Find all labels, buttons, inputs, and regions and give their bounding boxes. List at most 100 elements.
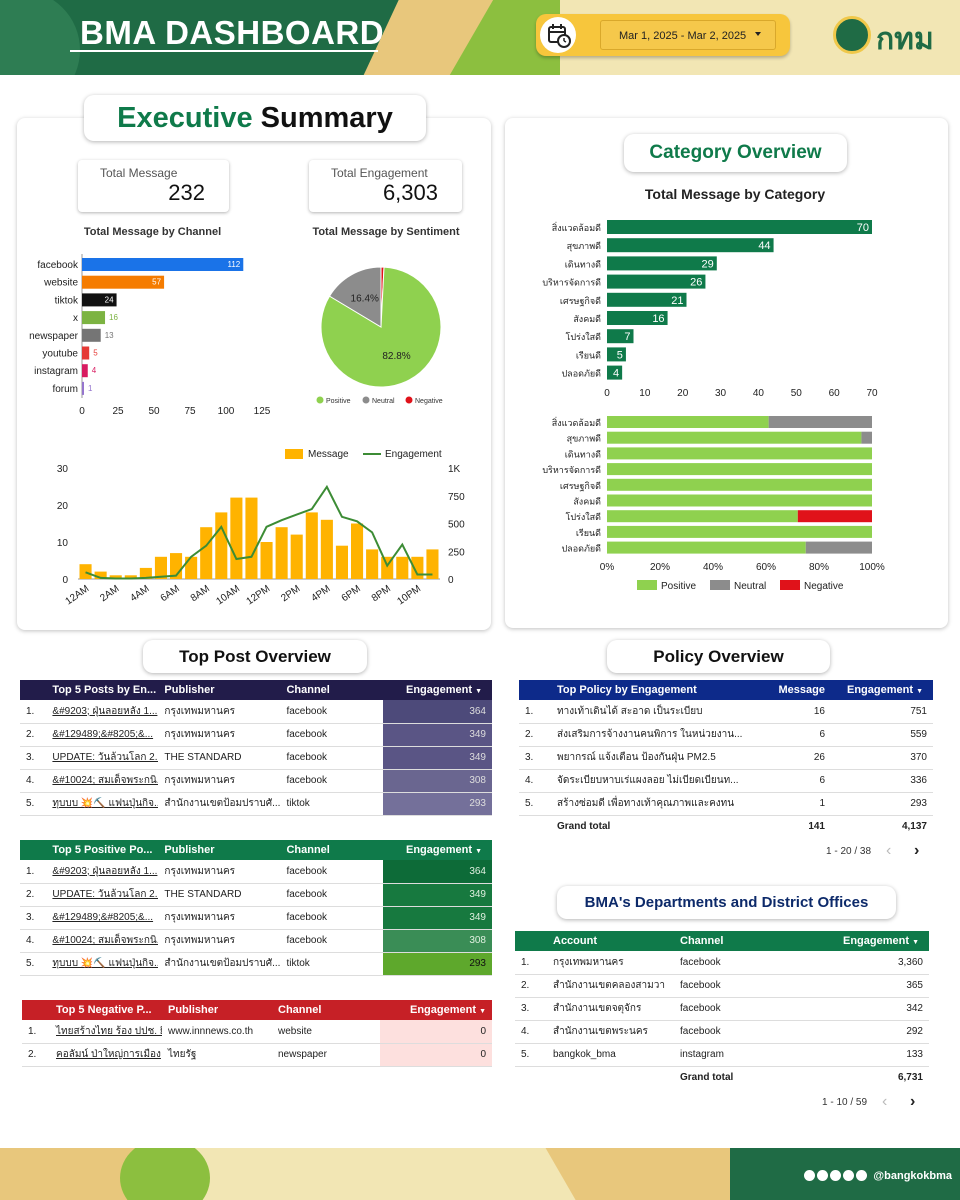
post-title-link[interactable]: &#129489;&#8205;&... xyxy=(46,906,159,930)
table-row[interactable]: 4. &#10024; สมเด็จพระกนิ... กรุงเทพมหานคร f… xyxy=(20,929,492,953)
col-channel[interactable]: Channel xyxy=(286,844,330,856)
data-label: 112 xyxy=(228,260,241,269)
post-title-link[interactable]: คอลัมน์ ป่าใหญ่การเมือง xyxy=(50,1043,162,1067)
table-row[interactable]: 5. ทุบบบ 💥⛏️ แฟนปุ่นกิจ... สำนักงานเขตป้อม… xyxy=(20,952,492,976)
category-label: เศรษฐกิจดี xyxy=(560,481,601,492)
pie-slice-neutral xyxy=(328,266,382,328)
chevron-left-icon[interactable]: ‹ xyxy=(882,1093,888,1110)
social-handle[interactable]: @bangkokbma xyxy=(873,1170,952,1182)
sentiment-pie-chart: 82.8% 16.4% Positive Neutral Negative xyxy=(316,266,443,405)
bar-youtube xyxy=(82,346,90,360)
channel-cell: facebook xyxy=(674,974,804,998)
post-title-link[interactable]: ทุบบบ 💥⛏️ แฟนปุ่นกิจ... xyxy=(46,792,159,816)
col-engagement-sort[interactable]: Engagement ▼ xyxy=(383,840,492,860)
row-index: 3. xyxy=(519,746,551,770)
col-channel[interactable]: Channel xyxy=(278,1004,322,1016)
category-overview-title: Category Overview xyxy=(624,134,847,172)
chevron-left-icon[interactable]: ‹ xyxy=(886,842,892,859)
col-engagement-sort[interactable]: Engagement ▼ xyxy=(831,680,933,700)
date-range-select[interactable]: Mar 1, 2025 - Mar 2, 2025 xyxy=(600,20,776,50)
col-publisher[interactable]: Publisher xyxy=(168,1004,219,1016)
col-engagement-sort[interactable]: Engagement ▼ xyxy=(804,931,929,951)
post-title-link[interactable]: &#9203; ฝุ่นลอยหลัง 1... xyxy=(46,860,159,884)
chevron-right-icon[interactable]: › xyxy=(910,1093,916,1110)
publisher-cell: สำนักงานเขตป้อมปราบศั... xyxy=(158,792,281,816)
table-row[interactable]: 4. &#10024; สมเด็จพระกนิ... กรุงเทพมหานคร f… xyxy=(20,769,492,793)
table-row[interactable]: 2. &#129489;&#8205;&... กรุงเทพมหานคร faceb… xyxy=(20,723,492,747)
table-row[interactable]: 5. ทุบบบ 💥⛏️ แฟนปุ่นกิจ... สำนักงานเขตป้อม… xyxy=(20,792,492,816)
segment-negative xyxy=(797,510,872,523)
col-engagement-sort[interactable]: Engagement ▼ xyxy=(380,1000,492,1020)
post-title-link[interactable]: &#10024; สมเด็จพระกนิ... xyxy=(46,769,159,793)
post-title-link[interactable]: ทุบบบ 💥⛏️ แฟนปุ่นกิจ... xyxy=(46,952,159,976)
table-row[interactable]: 5. สร้างซ่อมดี เพื่อทางเท้าคุณภาพและคงทน 1… xyxy=(519,792,933,816)
calendar-clock-icon[interactable] xyxy=(540,17,576,53)
col-message[interactable]: Message xyxy=(778,684,825,696)
table-row[interactable]: 5. bangkok_bma instagram 133 xyxy=(515,1043,929,1067)
table-row[interactable]: 1. ทางเท้าเดินได้ สะอาด เป็นระเบียบ 16 751 xyxy=(519,700,933,724)
executive-summary-title: Executive Summary xyxy=(84,95,426,141)
bar-tiktok xyxy=(82,293,117,307)
table-row[interactable]: 2. UPDATE: วันล้วนโลก 2... THE STANDARD fac… xyxy=(20,883,492,907)
table-row[interactable]: 3. &#129489;&#8205;&... กรุงเทพมหานคร faceb… xyxy=(20,906,492,930)
category-label: บริหารจัดการดี xyxy=(542,465,601,475)
data-label: 70 xyxy=(857,222,869,234)
category-label: เรียนดี xyxy=(576,528,601,538)
post-title-link[interactable]: &#9203; ฝุ่นลอยหลัง 1... xyxy=(46,700,159,724)
message-cell: 1 xyxy=(745,792,831,816)
engagement-cell: 364 xyxy=(383,860,492,884)
table-row[interactable]: 1. &#9203; ฝุ่นลอยหลัง 1... กรุงเทพมหานคร f… xyxy=(20,860,492,884)
data-label: 4 xyxy=(613,368,619,380)
sort-down-icon[interactable]: ▼ xyxy=(475,688,482,695)
col-channel[interactable]: Channel xyxy=(286,684,330,696)
chevron-down-icon[interactable] xyxy=(755,32,761,36)
channel-cell: facebook xyxy=(280,700,384,724)
category-label: x xyxy=(73,313,78,324)
table-row[interactable]: 2. ส่งเสริมการจ้างงานคนพิการ ในหน่วยงาน..… xyxy=(519,723,933,747)
table-row[interactable]: 3. UPDATE: วันล้วนโลก 2... THE STANDARD fac… xyxy=(20,746,492,770)
col-engagement-sort[interactable]: Engagement ▼ xyxy=(383,680,492,700)
sort-down-icon[interactable]: ▼ xyxy=(479,1008,486,1015)
table-row[interactable]: 1. &#9203; ฝุ่นลอยหลัง 1... กรุงเทพมหานคร f… xyxy=(20,700,492,724)
post-title-link[interactable]: &#129489;&#8205;&... xyxy=(46,723,159,747)
col-post[interactable]: Top 5 Positive Po... xyxy=(52,844,153,856)
chevron-right-icon[interactable]: › xyxy=(914,842,920,859)
col-publisher[interactable]: Publisher xyxy=(164,684,215,696)
post-title-link[interactable]: &#10024; สมเด็จพระกนิ... xyxy=(46,929,159,953)
bar-category xyxy=(607,256,717,271)
table-row[interactable]: 2. สำนักงานเขตคลองสามวา facebook 365 xyxy=(515,974,929,998)
bar-category xyxy=(607,311,668,325)
instagram-icon[interactable] xyxy=(830,1170,841,1181)
bar-5AM xyxy=(154,556,167,579)
channel-cell: tiktok xyxy=(280,792,384,816)
sort-down-icon[interactable]: ▼ xyxy=(475,848,482,855)
legend-dot-negative xyxy=(405,396,413,404)
col-policy[interactable]: Top Policy by Engagement xyxy=(557,684,697,696)
account-name: สำนักงานเขตคลองสามวา xyxy=(547,974,674,998)
table-row[interactable]: 1.ไทยสร้างไทย ร้อง ปปช. ยื่...www.innnew… xyxy=(22,1020,492,1044)
sort-down-icon[interactable]: ▼ xyxy=(912,939,919,946)
post-title-link[interactable]: ไทยสร้างไทย ร้อง ปปช. ยื่... xyxy=(50,1020,162,1044)
col-channel[interactable]: Channel xyxy=(680,935,724,947)
post-title-link[interactable]: UPDATE: วันล้วนโลก 2... xyxy=(46,746,159,770)
table-row[interactable]: 1. กรุงเทพมหานคร facebook 3,360 xyxy=(515,951,929,975)
table-row[interactable]: 4. จัดระเบียบหาบเร่แผงลอย ไม่เบียดเบียนท.… xyxy=(519,769,933,793)
youtube-icon[interactable] xyxy=(843,1170,854,1181)
col-post[interactable]: Top 5 Negative P... xyxy=(56,1004,152,1016)
post-title-link[interactable]: UPDATE: วันล้วนโลก 2... xyxy=(46,883,159,907)
facebook-icon[interactable] xyxy=(817,1170,828,1181)
table-row[interactable]: 3. พยากรณ์ แจ้งเตือน ป้องกันฝุ่น PM2.5 26 3… xyxy=(519,746,933,770)
segment-positive xyxy=(607,463,872,476)
tiktok-icon[interactable] xyxy=(856,1170,867,1181)
col-account[interactable]: Account xyxy=(553,935,597,947)
publisher-cell: กรุงเทพมหานคร xyxy=(158,723,281,747)
sort-down-icon[interactable]: ▼ xyxy=(916,688,923,695)
table-row[interactable]: 2. คอลัมน์ ป่าใหญ่การเมือง ไทยรัฐ newspaper… xyxy=(22,1043,492,1067)
table-row[interactable]: 3. สำนักงานเขตจตุจักร facebook 342 xyxy=(515,997,929,1021)
x-icon[interactable] xyxy=(804,1170,815,1181)
data-label: 24 xyxy=(105,295,114,304)
table-row[interactable]: 4. สำนักงานเขตพระนคร facebook 292 xyxy=(515,1020,929,1044)
col-publisher[interactable]: Publisher xyxy=(164,844,215,856)
bar-3AM xyxy=(124,575,137,579)
col-post[interactable]: Top 5 Posts by En... xyxy=(52,684,157,696)
